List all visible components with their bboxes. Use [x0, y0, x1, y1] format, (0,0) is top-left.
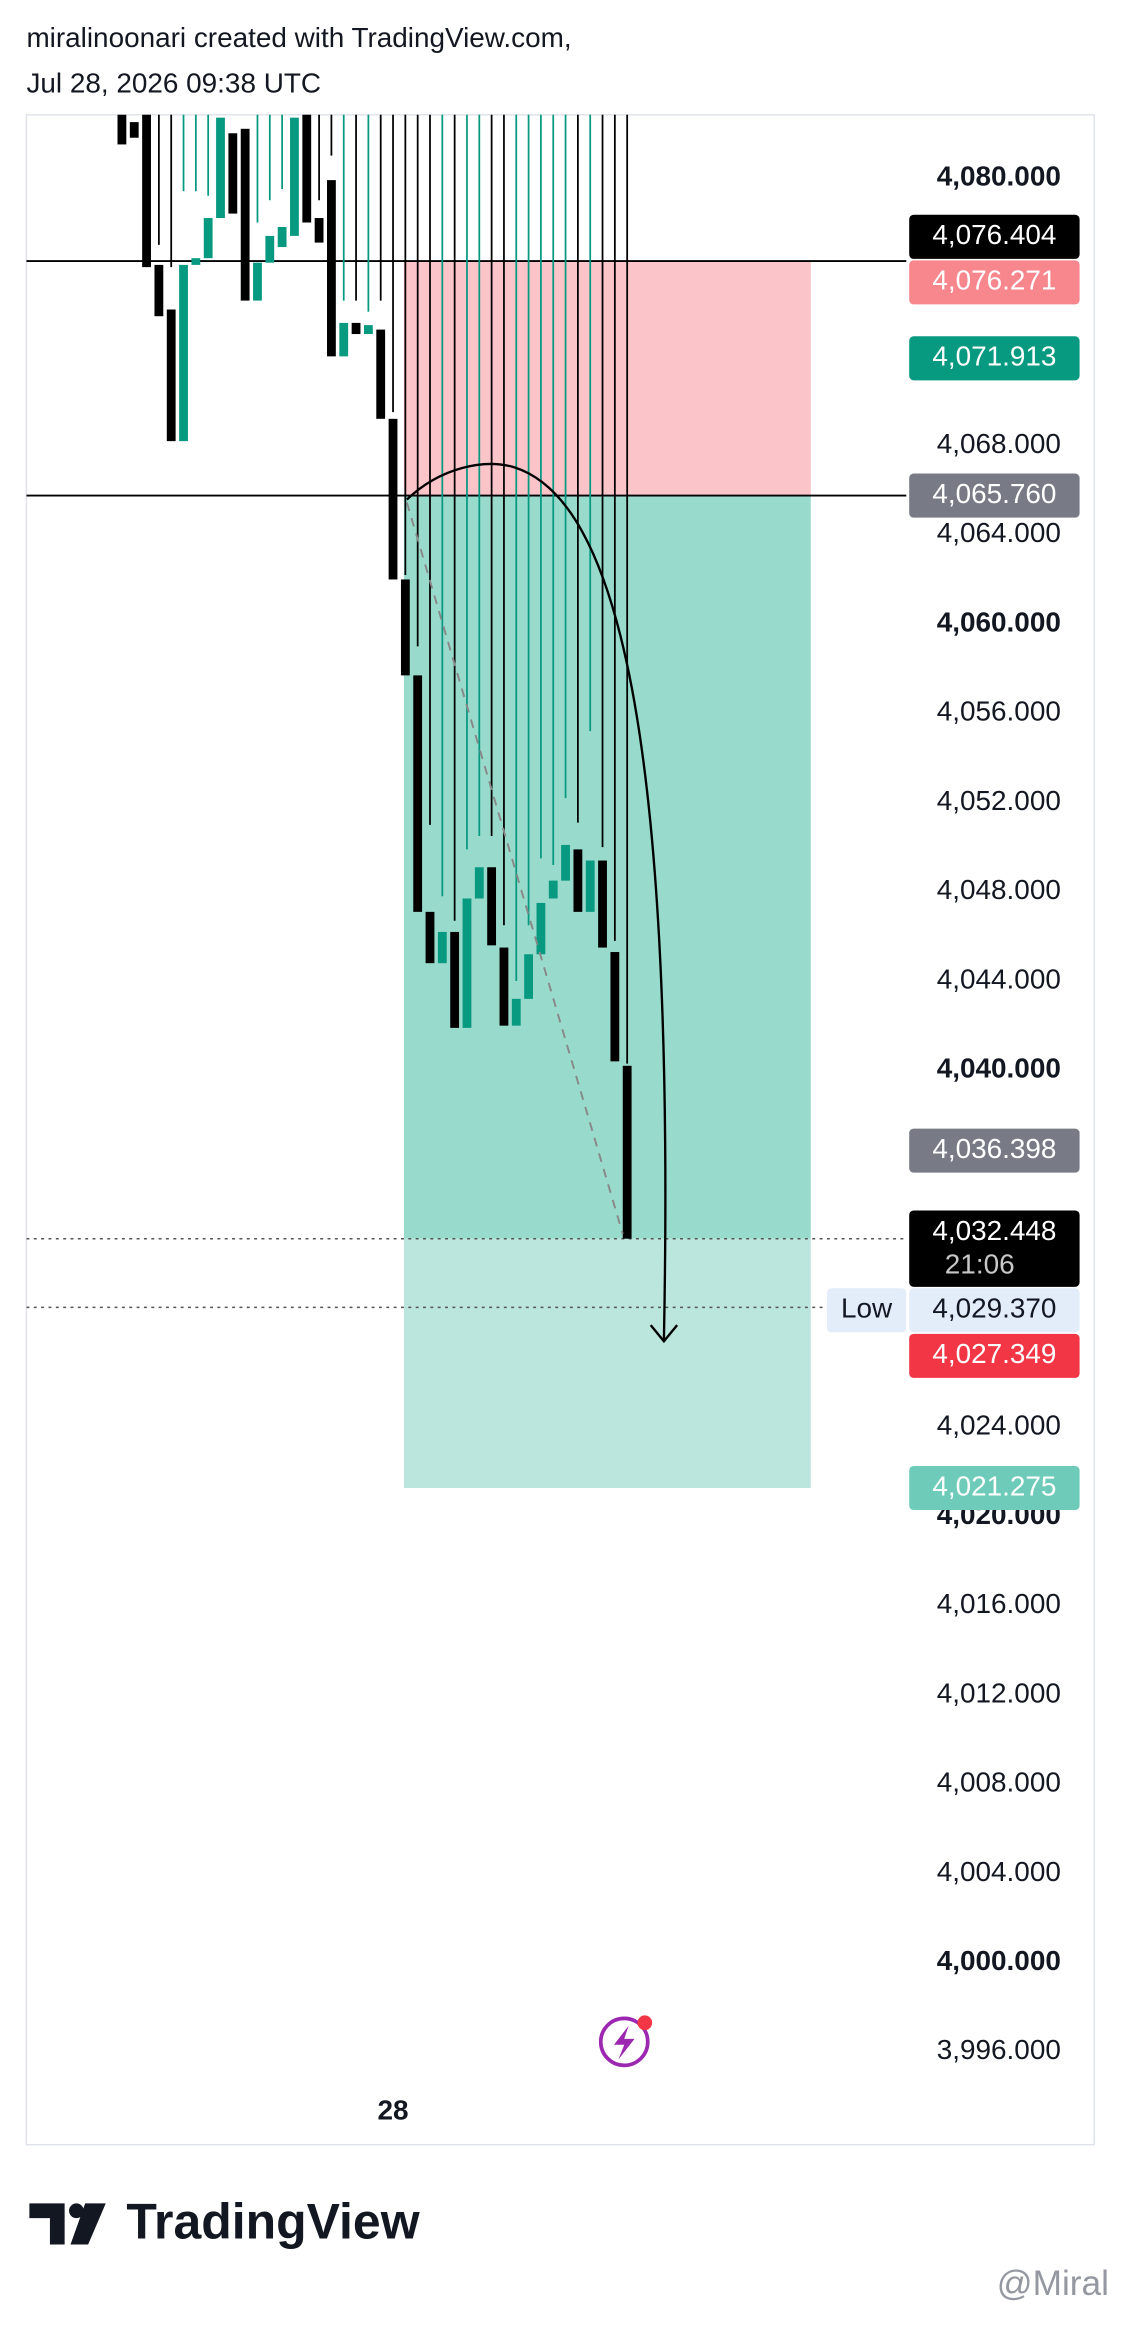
price-badge-label: 4,065.760: [932, 478, 1056, 509]
price-badge: [909, 260, 1080, 305]
countdown: 21:06: [945, 1249, 1015, 1280]
candle-body: [598, 860, 607, 948]
y-tick-label: 4,060.000: [937, 606, 1061, 637]
price-badge-label: 4,029.370: [932, 1293, 1056, 1324]
timestamp: Jul 28, 2026 09:38 UTC: [26, 68, 321, 99]
candle-body: [179, 264, 188, 442]
y-tick-label: 4,000.000: [937, 1945, 1061, 1976]
candle-body: [425, 911, 435, 964]
y-tick-label: 4,004.000: [937, 1856, 1061, 1887]
candle-body: [253, 262, 262, 301]
candle-body: [265, 235, 275, 263]
watermark: @Miral: [997, 2264, 1109, 2303]
candle-body: [363, 325, 373, 335]
candle-body: [462, 898, 472, 1028]
low-tag: [826, 1288, 907, 1333]
y-tick-label: 4,056.000: [937, 696, 1061, 727]
candle-body: [622, 1065, 632, 1239]
candle-body: [610, 952, 620, 1062]
candle-body: [142, 114, 151, 268]
candle-body: [561, 844, 570, 881]
y-tick-label: 4,012.000: [937, 1677, 1061, 1708]
candle-body: [536, 902, 546, 955]
stop-zone: [403, 261, 811, 496]
y-tick-label: 4,024.000: [937, 1410, 1061, 1441]
y-tick-label: 4,080.000: [937, 160, 1061, 191]
price-badge: [909, 473, 1080, 518]
candle-body: [327, 180, 336, 357]
candle-body: [573, 849, 583, 912]
tradingview-logo: [29, 2203, 106, 2245]
price-badges: 4,076.404 4,071.913 4,036.398 4,027.349 4,07…: [826, 214, 1080, 1511]
candle-body: [437, 931, 447, 964]
arrow-curve: [406, 462, 667, 1340]
candle-body: [240, 128, 250, 301]
y-tick-label: 4,016.000: [937, 1588, 1061, 1619]
candle-body: [413, 675, 423, 912]
candle-body: [203, 218, 213, 259]
candle-body: [129, 122, 139, 138]
candle-body: [290, 117, 299, 236]
price-badge: [909, 336, 1080, 381]
candle-body: [117, 114, 127, 145]
candle-body: [400, 579, 410, 676]
price-badge: [909, 1128, 1080, 1173]
candle-body: [548, 880, 558, 899]
price-badge-label: 4,071.913: [932, 341, 1056, 372]
candle-body: [277, 226, 287, 248]
low-tag-label: Low: [841, 1293, 893, 1324]
profit-zone-open: [403, 1238, 811, 1489]
candle-body: [216, 117, 225, 219]
candle-body: [450, 931, 460, 1028]
candle-body: [585, 860, 595, 912]
y-tick-label: 4,048.000: [937, 874, 1061, 905]
arrow-head: [649, 1324, 679, 1344]
candle-body: [376, 329, 386, 419]
y-tick-label: 4,068.000: [937, 428, 1061, 459]
flash-icon: [598, 2015, 653, 2068]
price-badge-label: 4,036.398: [932, 1133, 1056, 1164]
profit-zone-filled: [403, 495, 811, 1239]
brand: TradingView: [126, 2194, 419, 2250]
price-badge: [909, 1465, 1080, 1511]
candle-body: [166, 309, 176, 442]
candle-body: [154, 264, 164, 317]
price-badge-label: 4,032.448: [932, 1215, 1056, 1246]
candle-body: [474, 867, 484, 899]
candle-body: [228, 133, 238, 214]
y-tick-label: 4,052.000: [937, 785, 1061, 816]
candle-body: [511, 998, 521, 1026]
candles: [117, 114, 632, 1239]
y-tick-label: 4,008.000: [937, 1767, 1061, 1798]
y-tick-label: 4,064.000: [937, 517, 1061, 548]
candle-body: [339, 322, 349, 357]
candle-body: [351, 322, 361, 335]
trend-dash: [405, 502, 624, 1235]
candle-body: [524, 954, 533, 999]
price-badge: [909, 1288, 1080, 1333]
candle-body: [302, 114, 312, 223]
price-badge-label: 4,021.275: [932, 1470, 1056, 1501]
price-badge: [909, 1333, 1080, 1378]
price-badge-label: 4,076.271: [932, 265, 1056, 296]
candle-body: [487, 867, 497, 946]
y-tick-label: 3,996.000: [937, 2034, 1061, 2065]
price-badge-label: 4,027.349: [932, 1338, 1056, 1369]
price-badge-label: 4,076.404: [932, 219, 1056, 250]
annotations: [405, 462, 679, 1344]
price-axis: 28 4,080.000 4,068.000 4,064.000 4,060.000 4,…: [378, 160, 1061, 2125]
candle-body: [499, 947, 509, 1026]
price-badge: [909, 214, 1080, 259]
chart-frame: [25, 114, 1096, 2146]
candle-body: [191, 258, 201, 265]
x-tick-label: 28: [378, 2095, 409, 2126]
attribution: miralinoonari created with TradingView.c…: [26, 22, 571, 53]
price-badge: [909, 1210, 1080, 1287]
position-tool: [26, 260, 907, 1489]
y-tick-label: 4,040.000: [937, 1053, 1061, 1084]
candle-body: [388, 418, 398, 580]
candle-body: [314, 218, 324, 243]
y-tick-label: 4,044.000: [937, 963, 1061, 994]
